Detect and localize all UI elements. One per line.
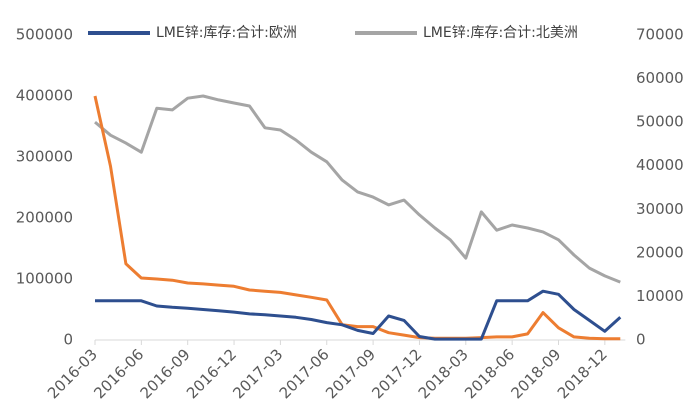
legend-label: LME锌:库存:合计:欧洲 xyxy=(156,25,297,41)
y2-tick-label: 60000 xyxy=(636,69,684,87)
y2-tick-label: 0 xyxy=(636,331,646,349)
x-tick-label: 2017-12 xyxy=(368,345,425,402)
series-line xyxy=(94,94,621,284)
series-line xyxy=(95,289,622,341)
x-tick-label: 2017-03 xyxy=(229,345,286,402)
y-tick-label: 500000 xyxy=(16,26,73,44)
y2-tick-label: 50000 xyxy=(636,113,684,131)
x-tick-label: 2016-09 xyxy=(137,345,194,402)
y-tick-label: 100000 xyxy=(16,270,73,288)
y2-tick-label: 20000 xyxy=(636,243,684,261)
x-tick-label: 2016-12 xyxy=(183,345,240,402)
y2-tick-label: 10000 xyxy=(636,287,684,305)
x-tick-label: 2016-06 xyxy=(90,345,147,402)
x-tick-label: 2018-03 xyxy=(415,345,472,402)
x-tick-label: 2017-06 xyxy=(276,345,333,402)
series-line xyxy=(93,95,621,341)
x-tick-label: 2018-12 xyxy=(554,345,611,402)
x-tick-label: 2018-09 xyxy=(507,345,564,402)
x-tick-label: 2017-09 xyxy=(322,345,379,402)
legend-label: LME锌:库存:合计:北美洲 xyxy=(423,25,578,41)
y2-tick-label: 70000 xyxy=(636,26,684,44)
y-tick-label: 0 xyxy=(63,331,73,349)
y-tick-label: 200000 xyxy=(16,209,73,227)
y2-tick-label: 40000 xyxy=(636,156,684,174)
y-tick-label: 300000 xyxy=(16,148,73,166)
x-tick-label: 2016-03 xyxy=(44,345,101,402)
y-tick-label: 400000 xyxy=(16,87,73,105)
y2-tick-label: 30000 xyxy=(636,200,684,218)
x-tick-label: 2018-06 xyxy=(461,345,518,402)
